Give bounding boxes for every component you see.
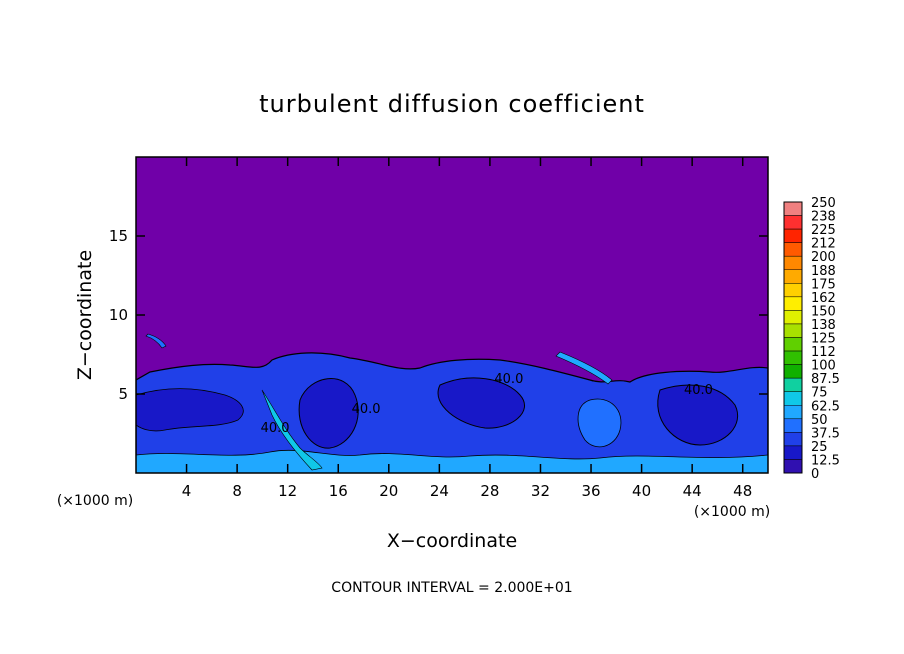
upper-streak [555,351,613,385]
colorbar-level-label: 50 [811,413,828,428]
colorbar-level-label: 125 [811,332,836,347]
colorbar-swatch [783,391,803,406]
colorbar-swatch [783,323,803,338]
colorbar-swatch [783,269,803,284]
layer-inner-band [136,388,244,432]
colorbar-swatch [783,255,803,271]
contour-interval-note: CONTOUR INTERVAL = 2.000E+01 [331,580,572,596]
x-tick-label: 36 [581,482,600,500]
x-tick-label: 40 [632,482,651,500]
contour-label: 40.0 [684,383,713,398]
eddy-3 [577,398,622,448]
colorbar-swatch [783,228,803,243]
colorbar-level-label: 250 [811,196,836,211]
colorbar-level-label: 112 [811,345,836,360]
x-unit-right: (×1000 m) [694,504,770,520]
chart-title: turbulent diffusion coefficient [259,90,645,118]
y-tick-label: 15 [109,227,128,245]
colorbar-swatch [783,283,803,298]
colorbar-swatch [783,201,803,216]
colorbar-level-label: 175 [811,277,836,292]
small-filament [145,333,167,349]
colorbar-swatch [783,364,803,379]
colorbar-level-label: 75 [811,386,828,401]
colorbar-swatch [783,296,803,311]
y-axis-label: Z−coordinate [74,250,96,380]
colorbar-level-label: 100 [811,359,836,374]
colorbar-swatch [783,432,803,447]
colorbar-level-label: 12.5 [811,453,840,468]
x-axis-ticks: 4 8 12 16 20 24 28 32 36 40 44 48 [182,157,752,500]
contour-labels: 40.0 40.0 40.0 40.0 [261,372,713,436]
plot-area [136,157,768,473]
x-unit-left: (×1000 m) [57,493,133,509]
eddy-1 [298,378,359,449]
colorbar-level-label: 0 [811,467,819,482]
colorbar-frame [783,201,803,474]
colorbar-level-label: 238 [811,210,836,225]
colorbar-level-label: 87.5 [811,372,840,387]
colorbar-level-label: 162 [811,291,836,306]
colorbar-level-label: 225 [811,223,836,238]
contour-label: 40.0 [494,372,523,387]
colorbar-level-label: 188 [811,264,836,279]
x-tick-label: 4 [182,482,192,500]
colorbar-swatch [783,310,803,325]
x-tick-label: 12 [278,482,297,500]
x-tick-label: 48 [733,482,752,500]
x-axis-label: X−coordinate [387,530,517,552]
colorbar-swatch [783,377,803,392]
x-tick-label: 8 [232,482,242,500]
colorbar-level-label: 138 [811,318,836,333]
y-axis-ticks: 5 10 15 [109,227,768,403]
colorbar-level-label: 62.5 [811,399,840,414]
x-tick-label: 16 [329,482,348,500]
x-tick-label: 44 [683,482,702,500]
colorbar-swatch [783,418,803,433]
eddy-4 [657,384,738,446]
x-tick-label: 24 [430,482,449,500]
colorbar-level-label: 212 [811,237,836,252]
contour-label: 40.0 [261,421,290,436]
colorbar-swatch [783,459,803,474]
colorbar-level-label: 150 [811,304,836,319]
x-tick-label: 20 [379,482,398,500]
eddy-2 [437,377,526,429]
colorbar-level-label: 37.5 [811,426,840,441]
colorbar-level-label: 200 [811,250,836,265]
colorbar-swatch [783,242,803,257]
colorbar: 2502382252122001881751621501381251121008… [783,196,840,482]
colorbar-swatch [783,350,803,365]
colorbar-swatch [783,215,803,230]
colorbar-swatch [783,405,803,420]
colorbar-swatch [783,337,803,352]
x-tick-label: 32 [531,482,550,500]
y-tick-label: 5 [118,385,128,403]
cyan-streak [261,389,323,471]
surface-band [136,449,768,473]
contour-label: 40.0 [352,402,381,417]
y-tick-label: 10 [109,306,128,324]
colorbar-level-label: 25 [811,440,828,455]
x-tick-label: 28 [480,482,499,500]
colorbar-swatch [783,445,803,460]
